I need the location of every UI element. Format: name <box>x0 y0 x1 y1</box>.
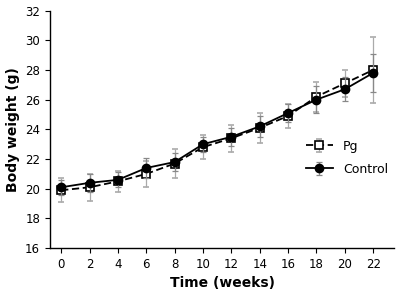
Legend: Pg, Control: Pg, Control <box>306 140 388 176</box>
Y-axis label: Body weight (g): Body weight (g) <box>6 67 20 192</box>
X-axis label: Time (weeks): Time (weeks) <box>170 276 275 290</box>
